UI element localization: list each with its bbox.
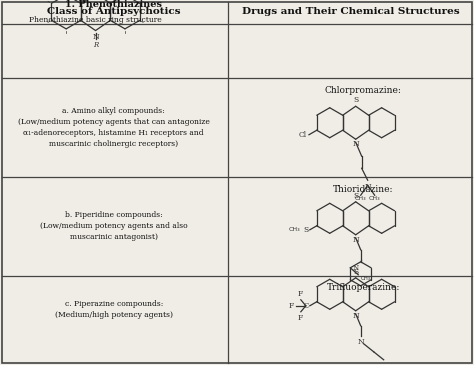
- Text: CH₃: CH₃: [288, 227, 300, 232]
- Text: Cl: Cl: [299, 131, 307, 139]
- Text: S: S: [353, 192, 358, 200]
- Text: N: N: [357, 338, 364, 346]
- Text: F: F: [289, 302, 294, 310]
- Text: N: N: [352, 140, 359, 148]
- Text: a. Amino alkyl compounds:
(Low/medium potency agents that can antagonize
α₁-aden: a. Amino alkyl compounds: (Low/medium po…: [18, 107, 210, 148]
- Text: S: S: [353, 268, 358, 276]
- Text: S: S: [303, 226, 309, 234]
- Text: F: F: [297, 290, 302, 298]
- Text: R: R: [93, 41, 98, 49]
- Text: N: N: [92, 32, 99, 41]
- Text: b. Piperidine compounds:
(Low/medium potency agents and also
muscarinic antagoni: b. Piperidine compounds: (Low/medium pot…: [40, 211, 188, 241]
- Text: S: S: [353, 96, 358, 104]
- Text: Phenothiazine basic ring structure: Phenothiazine basic ring structure: [29, 16, 162, 24]
- Text: Chlorpromazine:: Chlorpromazine:: [325, 86, 401, 95]
- Text: CH₃: CH₃: [360, 276, 370, 281]
- Text: CH₃: CH₃: [369, 196, 381, 201]
- Text: 1. Phenothiazines: 1. Phenothiazines: [65, 0, 162, 9]
- Text: c. Piperazine compounds:
(Medium/high potency agents): c. Piperazine compounds: (Medium/high po…: [55, 300, 173, 319]
- Text: N: N: [352, 236, 359, 244]
- Text: F: F: [297, 314, 302, 322]
- Text: Drugs and Their Chemical Structures: Drugs and Their Chemical Structures: [242, 7, 460, 16]
- Text: C: C: [303, 302, 309, 310]
- Text: Trifluoperazine:: Trifluoperazine:: [327, 283, 400, 292]
- Text: N: N: [352, 312, 359, 320]
- Text: CH₃: CH₃: [355, 196, 366, 201]
- Text: Class of Antipsychotics: Class of Antipsychotics: [47, 7, 181, 16]
- Text: Thioridazine:: Thioridazine:: [333, 185, 393, 193]
- Text: N: N: [365, 183, 371, 191]
- Text: N: N: [352, 264, 358, 272]
